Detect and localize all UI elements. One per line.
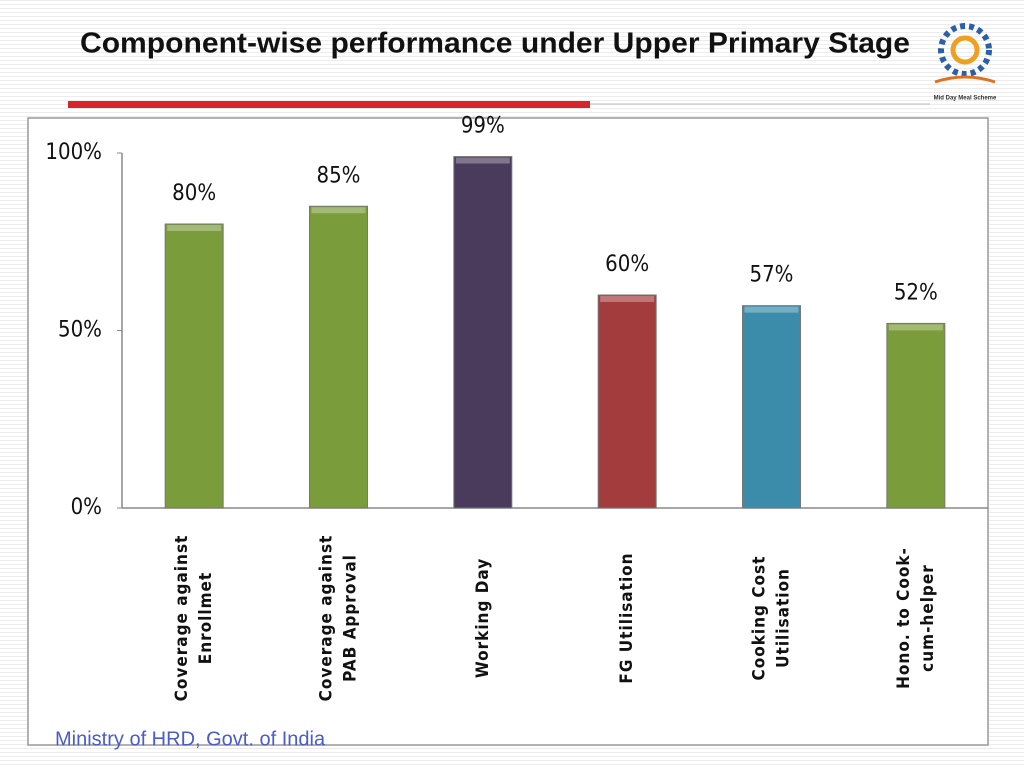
bar	[597, 294, 657, 509]
logo-core	[950, 35, 980, 65]
x-tick-label: Hono. to Cook-	[894, 547, 914, 689]
y-tick-label: 100%	[45, 140, 102, 165]
y-tick-label: 50%	[58, 318, 102, 343]
value-label: 85%	[317, 163, 361, 188]
slide-title: Component-wise performance under Upper P…	[80, 28, 910, 60]
bar-highlight	[311, 207, 366, 214]
x-tick-label: Utilisation	[774, 568, 794, 668]
logo-ring	[938, 23, 992, 77]
value-label: 57%	[750, 263, 794, 288]
bar	[453, 156, 513, 509]
bar-highlight	[167, 225, 222, 231]
value-label: 60%	[605, 252, 649, 277]
y-tick-label: 0%	[71, 495, 102, 520]
x-tick-label: Working Day	[473, 558, 493, 678]
bar-highlight	[600, 296, 655, 302]
footer: Ministry of HRD, Govt. of India	[55, 728, 326, 750]
logo: Mid Day Meal Scheme	[934, 23, 997, 102]
bar	[164, 223, 224, 509]
bar	[309, 205, 368, 509]
value-label: 52%	[894, 280, 938, 305]
x-tick-label: FG Utilisation	[617, 552, 637, 683]
x-tick-label: Cooking Cost	[750, 556, 770, 681]
plot: 0%50%100%Coverage against Enrollmet80%Cov…	[45, 114, 988, 702]
title-rule	[68, 101, 590, 108]
bar	[886, 322, 946, 509]
bar	[742, 305, 801, 509]
x-tick-label: PAB Approval	[341, 554, 361, 682]
bar-highlight	[744, 306, 799, 313]
bar-highlight	[888, 324, 943, 331]
value-label: 99%	[461, 114, 505, 139]
bar-highlight	[455, 157, 510, 164]
logo-text: Mid Day Meal Scheme	[934, 96, 997, 102]
value-label: 80%	[172, 181, 216, 206]
x-tick-label: cum-helper	[918, 564, 938, 672]
x-tick-label: Enrollmet	[196, 572, 216, 665]
x-tick-label: Coverage against	[172, 535, 192, 702]
x-tick-label: Coverage against	[317, 535, 337, 702]
logo-book	[934, 75, 996, 84]
